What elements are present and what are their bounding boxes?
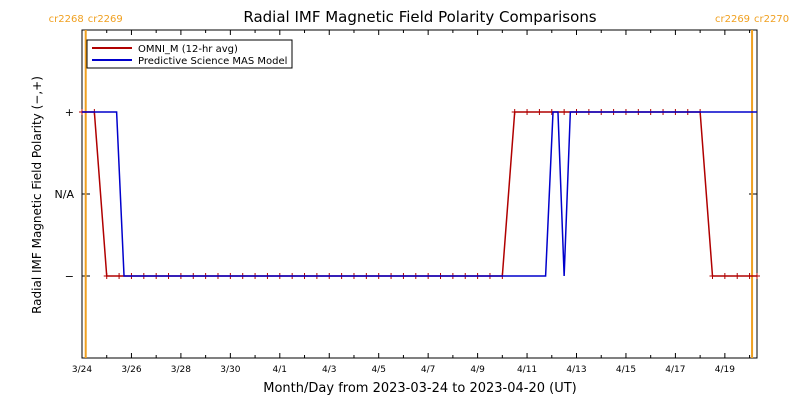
legend: OMNI_M (12-hr avg) Predictive Science MA… xyxy=(86,39,293,69)
x-tick-label: 4/3 xyxy=(322,365,336,375)
data-point-marker xyxy=(746,273,753,279)
data-point-marker xyxy=(524,109,531,115)
data-point-marker xyxy=(116,273,123,279)
x-tick-label: 4/19 xyxy=(715,365,735,375)
series-line-omni xyxy=(82,111,757,277)
y-axis-label: Radial IMF Magnetic Field Polarity (−,+) xyxy=(30,76,44,314)
series-line-mas xyxy=(82,111,757,277)
x-tick-label: 4/1 xyxy=(273,365,287,375)
data-point-marker xyxy=(536,109,543,115)
chart-title: Radial IMF Magnetic Field Polarity Compa… xyxy=(243,8,596,26)
x-tick-label: 3/30 xyxy=(220,365,240,375)
cr-label-right-2: cr2270 xyxy=(754,14,789,25)
series-layer xyxy=(79,109,760,279)
x-tick-label: 3/26 xyxy=(121,365,141,375)
x-tick-label: 4/5 xyxy=(371,365,385,375)
legend-frame xyxy=(86,39,293,69)
cr-label-right-1: cr2269 xyxy=(88,14,123,25)
legend-label-omni: OMNI_M (12-hr avg) xyxy=(138,44,238,55)
x-tick-label: 4/7 xyxy=(421,365,435,375)
data-point-marker xyxy=(709,273,716,279)
axes-layer: 3/24 3/26 3/28 3/30 4/1 4/3 4/5 4/7 4/9 4/11 4/13 4… xyxy=(55,29,758,375)
data-point-marker xyxy=(561,109,568,115)
legend-label-mas: Predictive Science MAS Model xyxy=(138,56,287,67)
y-tick-label: + xyxy=(65,106,74,119)
data-point-marker xyxy=(754,273,760,279)
plot-frame xyxy=(81,29,758,359)
cr-label-left-1: cr2268 xyxy=(49,14,84,25)
x-tick-label: 4/17 xyxy=(665,365,685,375)
x-tick-label: 3/24 xyxy=(72,365,92,375)
y-tick-label: N/A xyxy=(55,188,75,201)
x-tick-label: 4/15 xyxy=(616,365,636,375)
data-point-marker xyxy=(103,273,110,279)
x-tick-label: 4/13 xyxy=(566,365,586,375)
y-tick-label: − xyxy=(65,270,74,283)
x-tick-label: 3/28 xyxy=(171,365,191,375)
x-tick-label: 4/11 xyxy=(517,365,537,375)
x-tick-label: 4/9 xyxy=(470,365,485,375)
data-point-marker xyxy=(734,273,741,279)
cr-label-left-2: cr2269 xyxy=(715,14,750,25)
x-axis-label: Month/Day from 2023-03-24 to 2023-04-20 … xyxy=(263,381,576,396)
data-point-marker xyxy=(721,273,728,279)
data-point-marker xyxy=(511,109,518,115)
